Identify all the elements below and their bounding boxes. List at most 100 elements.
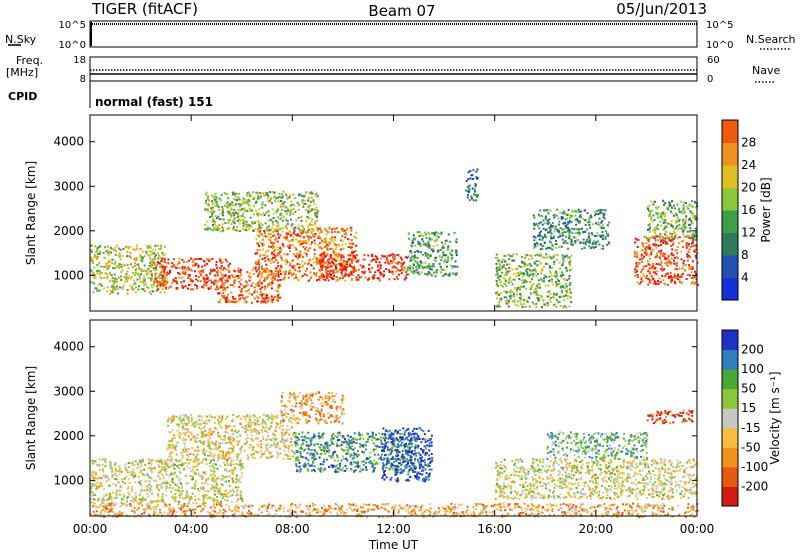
data-cell xyxy=(310,276,313,279)
data-cell xyxy=(256,295,259,298)
data-cell xyxy=(205,463,208,466)
data-cell xyxy=(564,231,567,234)
data-cell xyxy=(128,462,131,465)
data-cell xyxy=(663,240,666,243)
data-cell xyxy=(197,458,200,461)
data-cell xyxy=(279,228,281,231)
data-cell xyxy=(268,238,270,241)
data-cell xyxy=(220,285,223,288)
data-cell xyxy=(138,265,140,268)
data-cell xyxy=(164,460,167,463)
data-cell xyxy=(263,214,266,217)
data-cell xyxy=(650,253,653,256)
data-cell xyxy=(655,244,658,246)
data-cell xyxy=(419,244,422,247)
data-cell xyxy=(529,273,531,276)
data-cell xyxy=(560,276,563,279)
data-cell xyxy=(207,490,210,493)
data-cell xyxy=(594,235,597,237)
data-cell xyxy=(578,210,581,213)
data-cell xyxy=(313,234,316,237)
data-cell xyxy=(110,496,113,499)
data-cell xyxy=(185,495,188,497)
data-cell xyxy=(107,253,110,256)
data-cell xyxy=(451,273,454,275)
data-cell xyxy=(310,196,313,199)
data-cell xyxy=(144,463,147,466)
data-cell xyxy=(247,224,250,227)
data-cell xyxy=(108,502,111,505)
data-cell xyxy=(568,230,571,233)
data-cell xyxy=(533,268,536,271)
data-cell xyxy=(134,269,137,272)
data-cell xyxy=(254,221,256,224)
data-cell xyxy=(670,253,673,256)
data-cell xyxy=(91,471,94,474)
data-cell xyxy=(266,301,269,303)
data-cell xyxy=(236,198,238,201)
data-cell xyxy=(607,241,610,244)
data-cell xyxy=(542,245,545,247)
data-cell xyxy=(655,212,658,215)
data-cell xyxy=(285,428,288,431)
data-cell xyxy=(587,221,589,224)
data-cell xyxy=(534,236,537,239)
data-cell xyxy=(165,288,168,291)
data-cell xyxy=(651,265,654,268)
data-cell xyxy=(326,275,329,278)
data-cell xyxy=(344,236,347,239)
data-cell xyxy=(675,264,678,267)
data-cell xyxy=(258,208,261,210)
data-cell xyxy=(426,253,429,256)
data-cell xyxy=(550,237,553,240)
data-cell xyxy=(183,268,186,271)
nave-bottom-tick: 0 xyxy=(707,74,713,85)
data-cell xyxy=(537,293,540,296)
data-cell xyxy=(103,257,106,260)
data-cell xyxy=(377,277,380,280)
data-cell xyxy=(210,474,213,477)
data-cell xyxy=(266,449,269,452)
data-cell xyxy=(368,270,371,273)
data-cell xyxy=(129,500,132,502)
data-cell xyxy=(385,257,388,260)
data-cell xyxy=(236,489,239,491)
data-cell xyxy=(548,298,551,301)
data-cell xyxy=(92,462,95,465)
data-cell xyxy=(187,267,190,270)
data-cell xyxy=(670,252,673,255)
data-cell xyxy=(546,246,549,249)
data-cell xyxy=(214,204,217,207)
data-cell xyxy=(139,484,142,487)
data-cell xyxy=(242,212,245,215)
data-cell xyxy=(533,222,536,225)
data-cell xyxy=(467,178,470,181)
data-cell xyxy=(211,268,213,271)
data-cell xyxy=(427,241,430,244)
data-cell xyxy=(378,279,381,282)
data-cell xyxy=(211,200,213,203)
data-cell xyxy=(296,253,299,256)
data-cell xyxy=(111,291,113,294)
data-cell xyxy=(675,202,678,205)
data-cell xyxy=(371,277,374,280)
data-cell xyxy=(182,265,185,268)
data-cell xyxy=(289,244,292,247)
data-cell xyxy=(237,277,240,280)
data-cell xyxy=(539,248,542,251)
data-cell xyxy=(120,502,123,505)
data-cell xyxy=(428,233,431,235)
data-cell xyxy=(286,227,289,230)
data-cell xyxy=(346,266,349,268)
data-cell xyxy=(659,240,662,243)
data-cell xyxy=(120,271,123,274)
data-cell xyxy=(279,268,282,271)
data-cell xyxy=(211,212,214,215)
data-cell xyxy=(439,271,442,274)
sky-top-tick: 10^5 xyxy=(59,20,86,31)
data-cell xyxy=(239,460,242,462)
data-cell xyxy=(209,272,211,275)
data-cell xyxy=(222,214,225,217)
data-cell xyxy=(555,240,557,242)
data-cell xyxy=(216,460,219,463)
